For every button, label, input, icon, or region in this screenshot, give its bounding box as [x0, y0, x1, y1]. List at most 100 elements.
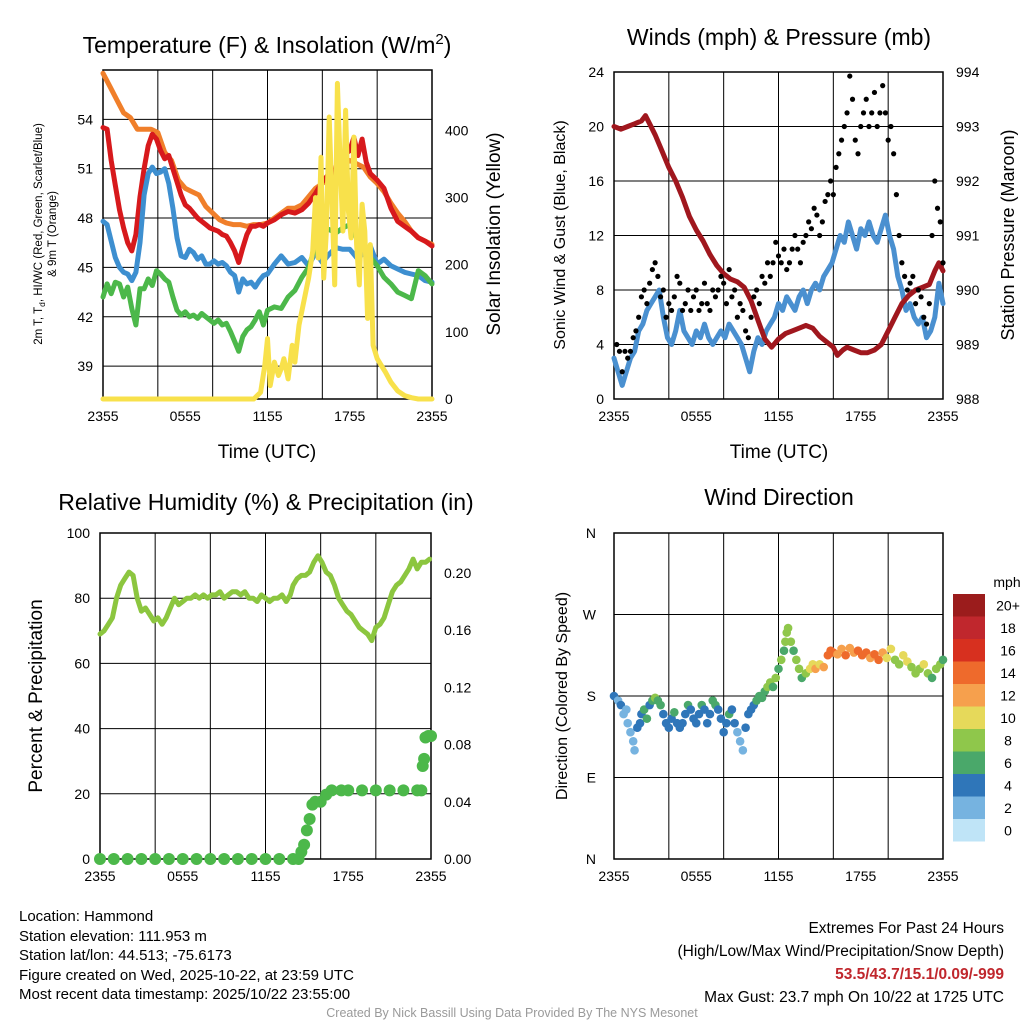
gust-point [852, 137, 858, 143]
y2-tick-label: 100 [445, 324, 469, 340]
gust-point [784, 266, 790, 273]
precip-point [298, 838, 311, 851]
y-tick-label: 80 [74, 590, 90, 606]
direction-point [735, 736, 745, 746]
direction-point [841, 650, 850, 660]
humidity-title: Relative Humidity (%) & Precipitation (i… [58, 489, 473, 515]
legend-label: 2 [1004, 800, 1012, 816]
gust-point [789, 246, 795, 252]
gust-point [710, 287, 716, 293]
legend-label: 4 [1004, 777, 1012, 793]
x-tick-label: 0555 [167, 868, 198, 884]
gust-point [896, 232, 902, 239]
gust-point [636, 314, 642, 320]
gust-point [932, 178, 938, 184]
y-tick-label: 42 [77, 309, 93, 325]
precip-point [176, 853, 189, 865]
gust-point [745, 335, 751, 341]
gust-point [929, 232, 935, 239]
x-tick-label: 1155 [763, 408, 793, 424]
extremes-subheading: (High/Low/Max Wind/Precipitation/Snow De… [677, 943, 1005, 960]
gust-point [847, 73, 853, 79]
precip-point [135, 853, 148, 865]
gust-point [849, 96, 856, 102]
series-2m-t [100, 125, 435, 265]
legend-swatch [953, 616, 985, 639]
x-tick-label: 0555 [170, 408, 201, 424]
gust-point [825, 192, 831, 198]
direction-panel: Wind Direction 2355 0555 1155 1755 2355 N E S W… [554, 484, 1021, 884]
gust-point [751, 294, 757, 300]
gust-point [688, 307, 694, 314]
y-tick-label: 24 [588, 64, 604, 80]
gust-point [625, 355, 631, 361]
temperature-y2-tick-labels: 0 100 200 300 400 [445, 122, 469, 407]
gust-point [652, 260, 658, 266]
y-tick-label: 0 [82, 851, 90, 867]
gust-point [937, 219, 943, 225]
humidity-y2-tick-labels: 0.00 0.04 0.08 0.12 0.16 0.20 [444, 565, 471, 867]
gust-point [797, 260, 804, 266]
gust-point [668, 307, 675, 314]
gust-point [874, 123, 880, 130]
temperature-x-axis-label: Time (UTC) [218, 442, 317, 463]
wind-panel: Winds (mph) & Pressure (mb) 2355 0555 1155… [552, 24, 1018, 463]
x-tick-label: 2355 [927, 868, 958, 884]
y2-tick-label: 0.20 [444, 565, 471, 581]
temperature-panel: Temperature (F) & Insolation (W/m2) 2355… [33, 31, 505, 463]
wind-y-tick-labels: 0 4 8 12 16 20 24 [588, 64, 604, 407]
gust-point [910, 273, 916, 279]
credit-line: Created By Nick Bassill Using Data Provi… [326, 1006, 698, 1020]
gust-point [814, 212, 820, 218]
legend-label: 0 [1004, 822, 1012, 838]
legend-title: mph [993, 574, 1020, 590]
extremes-info: Extremes For Past 24 Hours (High/Low/Max… [678, 917, 1005, 1009]
gust-point [806, 219, 812, 225]
gust-point [915, 287, 921, 293]
gust-point [838, 137, 845, 143]
gust-point [902, 273, 908, 279]
gust-point [743, 328, 749, 334]
legend-label: 20+ [996, 597, 1020, 613]
y2-tick-label: 992 [956, 173, 980, 189]
direction-point [783, 623, 793, 633]
humidity-x-tick-labels: 2355 0555 1155 1755 2355 [84, 868, 446, 884]
gust-point [827, 178, 834, 184]
gust-point [833, 164, 839, 170]
gust-point [836, 151, 842, 157]
direction-point [792, 655, 801, 665]
gust-point [767, 273, 773, 279]
direction-point [898, 650, 908, 660]
gust-point [658, 294, 664, 300]
direction-point [642, 714, 652, 723]
gust-point [748, 314, 754, 320]
legend-swatch [953, 661, 985, 684]
y-tick-label: N [586, 525, 596, 541]
precip-point [149, 853, 162, 865]
gust-point [690, 294, 697, 300]
station-latlon: Station lat/lon: 44.513; -75.6173 [19, 947, 232, 964]
direction-point [659, 709, 668, 719]
gust-point [786, 260, 793, 266]
precip-point [121, 853, 134, 865]
direction-point [635, 718, 645, 728]
humidity-y-tick-labels: 0 20 40 60 80 100 [67, 525, 91, 867]
y-tick-label: 51 [77, 161, 93, 177]
gust-point [759, 273, 765, 279]
gust-point [679, 307, 686, 314]
gust-point [638, 294, 645, 300]
gust-point [855, 151, 861, 157]
precip-point [107, 853, 120, 865]
y2-tick-label: 990 [956, 282, 980, 298]
temperature-grid [103, 70, 432, 399]
gust-point [753, 287, 760, 293]
y2-tick-label: 300 [445, 190, 469, 206]
temperature-title: Temperature (F) & Insolation (W/m2) [83, 31, 452, 58]
figure-created: Figure created on Wed, 2025-10-22, at 23… [19, 966, 354, 984]
gust-point [619, 369, 625, 375]
direction-point [738, 746, 748, 755]
precip-point [245, 853, 258, 865]
legend-swatch [953, 729, 985, 752]
wind-title: Winds (mph) & Pressure (mb) [627, 24, 931, 50]
direction-point [628, 736, 638, 746]
